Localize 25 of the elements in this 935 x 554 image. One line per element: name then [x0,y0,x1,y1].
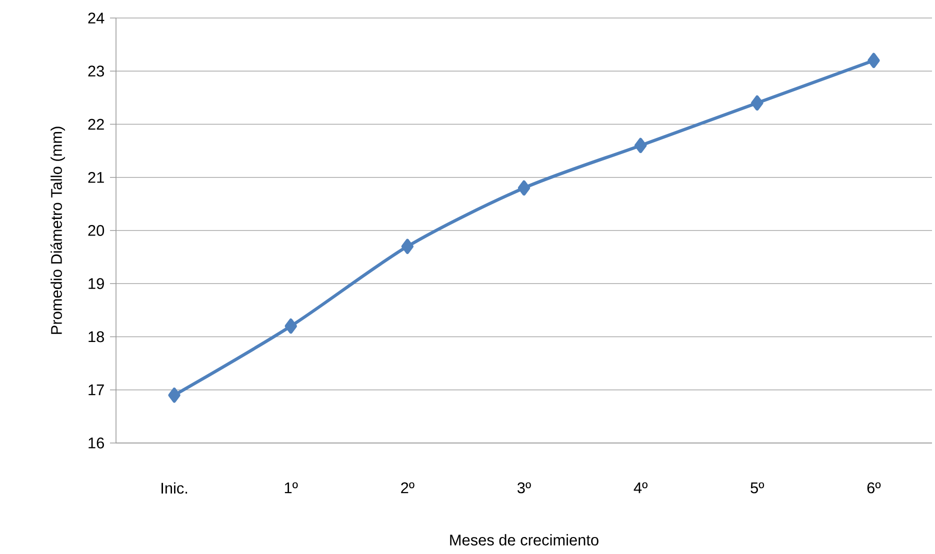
y-tick-label: 20 [88,225,104,236]
x-tick-label: Inic. [162,482,188,494]
x-tick-label: 1º [284,482,298,494]
point [284,318,297,334]
x-axis-title: Meses de crecimiento [450,534,598,546]
y-tick-label: 19 [88,278,104,290]
x-tick-label: 4º [634,482,648,494]
y-tick-label: 21 [88,172,104,183]
y-tick-label: 17 [88,384,104,396]
point [168,388,180,403]
x-tick-label: 5º [750,482,764,494]
y-axis-title: Promedio Diámetro Tallo (mm) [50,126,65,334]
y-tick-label: 23 [88,66,104,77]
y-tick-label: 22 [88,118,104,130]
x-tick-label: 3º [517,482,531,494]
x-tick-label: 6º [867,482,881,494]
y-tick-label: 16 [88,438,104,448]
y-tick-label: 18 [88,331,104,342]
x-tick-label: 2º [401,482,414,494]
point [401,238,414,254]
point [518,180,530,196]
y-tick-label: 24 [88,12,104,24]
point [634,138,647,154]
point [751,95,764,111]
point [868,52,880,68]
